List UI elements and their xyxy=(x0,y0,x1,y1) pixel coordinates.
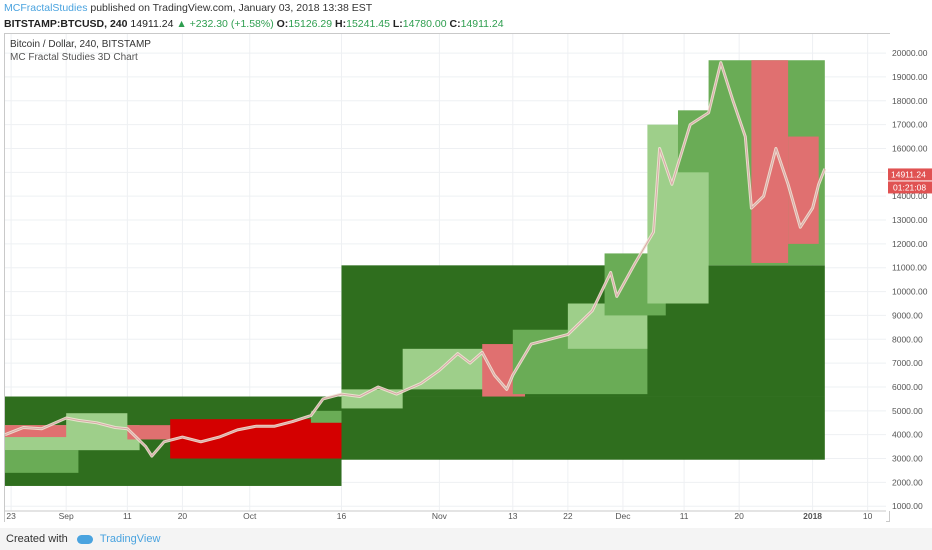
time-axis-bg xyxy=(5,511,886,522)
last-price-box xyxy=(888,168,932,181)
low-value: 14780.00 xyxy=(402,18,447,30)
x-tick-label: 20 xyxy=(178,511,188,521)
symbol-bar: BITSTAMP:BTCUSD, 240 14911.24 ▲ +232.30 … xyxy=(0,16,932,32)
open-label: O: xyxy=(276,18,289,30)
countdown-box xyxy=(888,181,932,194)
y-tick-label: 1000.00 xyxy=(892,501,923,511)
low-label: L: xyxy=(392,18,403,30)
x-tick-label: 2018 xyxy=(803,511,822,521)
x-tick-label: Oct xyxy=(243,511,257,521)
y-tick-label: 2000.00 xyxy=(892,477,923,487)
x-tick-label: 13 xyxy=(508,511,518,521)
x-tick-label: 23 xyxy=(6,511,16,521)
time-axis: 23 Sep 11 20 Oct 16 Nov 13 22 Dec 11 20 2018 10 xyxy=(5,510,886,522)
y-tick-label: 16000.00 xyxy=(892,143,928,153)
close-label: C: xyxy=(449,18,461,30)
y-tick-label: 8000.00 xyxy=(892,334,923,344)
publish-text: published on TradingView.com, January 03… xyxy=(90,2,373,14)
chart-title: Bitcoin / Dollar, 240, BITSTAMP xyxy=(10,39,151,50)
y-tick-label: 5000.00 xyxy=(892,406,923,416)
fractal-boxes xyxy=(5,60,825,486)
y-tick-label: 9000.00 xyxy=(892,310,923,320)
y-tick-label: 10000.00 xyxy=(892,287,928,297)
y-tick-label: 12000.00 xyxy=(892,239,928,249)
fractal-box xyxy=(788,136,819,244)
price-axis-bg xyxy=(887,34,932,511)
footer-bar: Created with TradingView xyxy=(0,528,932,550)
high-label: H: xyxy=(335,18,347,30)
tradingview-brand[interactable]: TradingView xyxy=(99,533,161,545)
created-with-text: Created with xyxy=(6,533,68,545)
y-tick-label: 19000.00 xyxy=(892,72,928,82)
x-tick-label: Nov xyxy=(432,511,448,521)
indicator-title: MC Fractal Studies 3D Chart xyxy=(10,52,138,63)
price-axis: 1000.00 2000.00 3000.00 4000.00 5000.00 6000.… xyxy=(887,34,932,511)
fractal-box xyxy=(341,389,403,409)
x-tick-label: 16 xyxy=(337,511,347,521)
y-tick-label: 18000.00 xyxy=(892,96,928,106)
y-tick-label: 11000.00 xyxy=(892,263,927,273)
high-value: 15241.45 xyxy=(346,18,390,30)
x-tick-label: 20 xyxy=(734,511,744,521)
last-price-tag: 14911.24 01:21:08 xyxy=(888,168,932,194)
x-tick-label: 22 xyxy=(563,511,573,521)
author-link[interactable]: MCFractalStudies xyxy=(4,2,88,14)
countdown-label: 01:21:08 xyxy=(893,182,926,192)
y-tick-label: 7000.00 xyxy=(892,358,923,368)
x-tick-label: 11 xyxy=(123,511,132,521)
y-tick-label: 17000.00 xyxy=(892,120,928,130)
y-tick-label: 20000.00 xyxy=(892,48,928,58)
fractal-box xyxy=(5,425,67,438)
x-tick-label: Sep xyxy=(59,511,74,521)
fractal-box xyxy=(5,450,79,473)
price-series xyxy=(4,61,827,458)
y-tick-label: 4000.00 xyxy=(892,430,923,440)
tradingview-cloud-icon xyxy=(76,534,93,544)
publish-bar: MCFractalStudies published on TradingVie… xyxy=(0,0,932,16)
y-tick-label: 6000.00 xyxy=(892,382,923,392)
fractal-box xyxy=(310,410,342,423)
fractal-box xyxy=(751,60,789,263)
price-line-core xyxy=(4,62,826,457)
last-price-label: 14911.24 xyxy=(891,169,926,179)
y-tick-label: 14000.00 xyxy=(892,191,928,201)
x-tick-label: 10 xyxy=(863,511,873,521)
x-tick-label: Dec xyxy=(615,511,631,521)
x-tick-label: 11 xyxy=(680,511,689,521)
fractal-box xyxy=(127,425,171,440)
last-price: 14911.24 xyxy=(130,18,174,30)
y-tick-label: 3000.00 xyxy=(892,454,923,464)
price-change: ▲ +232.30 (+1.58%) xyxy=(176,18,274,30)
open-value: 15126.29 xyxy=(288,18,333,30)
symbol-name: BITSTAMP:BTCUSD, 240 xyxy=(4,18,128,30)
close-value: 14911.24 xyxy=(460,18,504,30)
y-tick-label: 13000.00 xyxy=(892,215,928,225)
